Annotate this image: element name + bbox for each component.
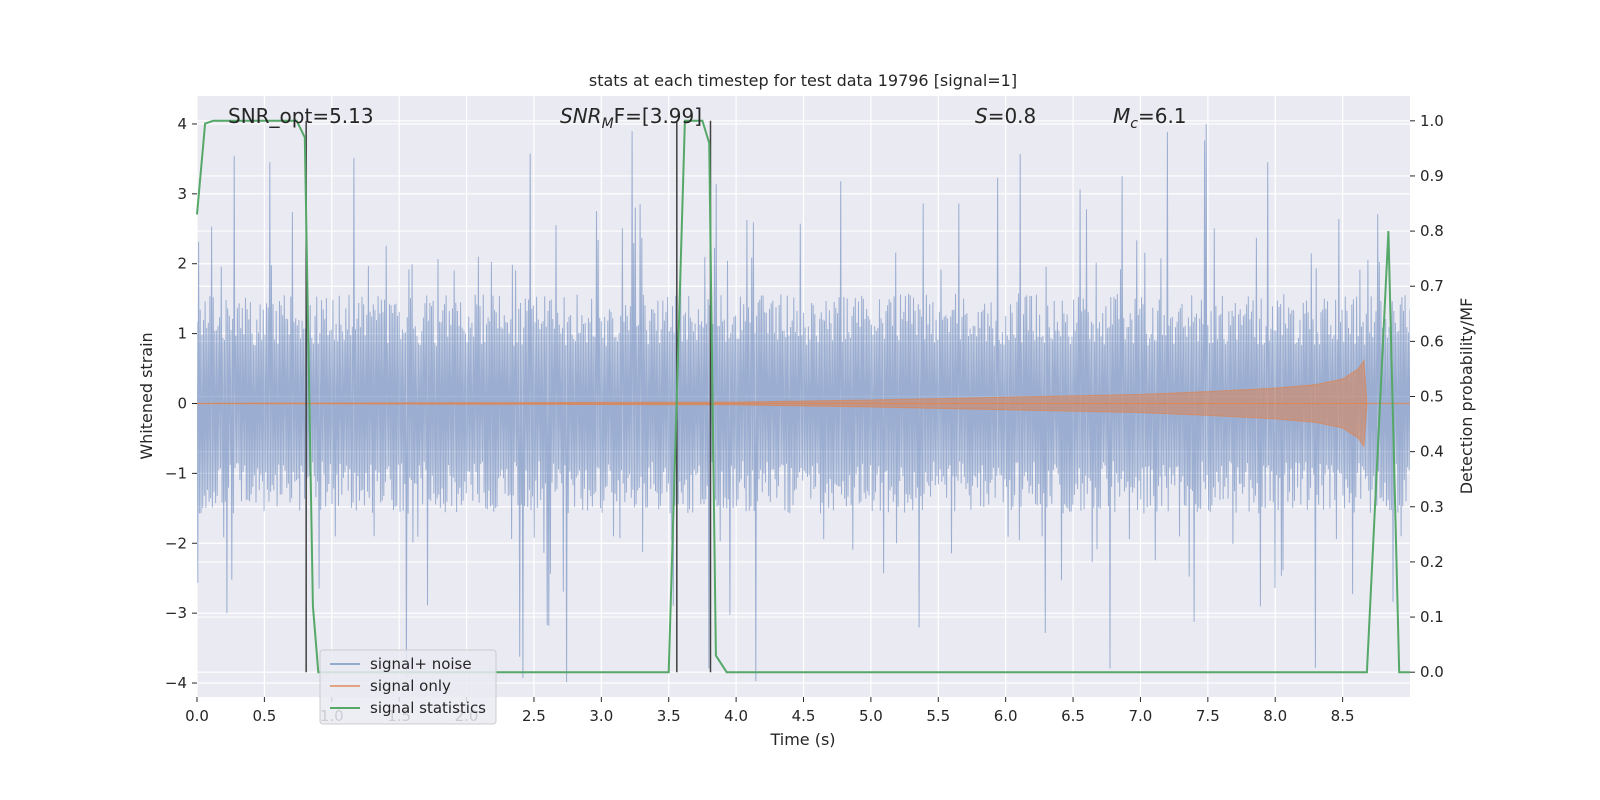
x-tick-label-10: 5.0	[859, 707, 883, 725]
y2-tick-label-7: 0.7	[1420, 277, 1444, 295]
y2-tick-label-0: 0.0	[1420, 663, 1444, 681]
x-tick-label-0: 0.0	[185, 707, 209, 725]
y-tick-label-8: 4	[177, 115, 187, 133]
signal-statistics-series	[196, 119, 1410, 674]
snr-mf-annotation: SNRMF=[3.99]	[560, 104, 702, 132]
signal-statistics-line	[196, 119, 1410, 674]
x-tick-label-9: 4.5	[792, 707, 816, 725]
chart-title: stats at each timestep for test data 197…	[589, 71, 1017, 90]
y2-tick-label-6: 0.6	[1420, 332, 1444, 350]
x-tick-label-12: 6.0	[994, 707, 1018, 725]
y2-tick-label-8: 0.8	[1420, 222, 1444, 240]
y2-tick-label-4: 0.4	[1420, 443, 1444, 461]
y-tick-label-4: 0	[177, 394, 187, 412]
legend-label-signal-noise: signal+ noise	[370, 655, 472, 673]
x-tick-label-11: 5.5	[926, 707, 950, 725]
y2-tick-label-2: 0.2	[1420, 553, 1444, 571]
signal-noise-series	[197, 124, 1410, 683]
x-tick-label-17: 8.5	[1331, 707, 1355, 725]
snr-opt-annotation: SNR_opt=5.13	[228, 104, 374, 128]
s-annotation: S=0.8	[975, 104, 1036, 128]
legend: signal+ noise signal only signal statist…	[319, 649, 497, 725]
signal-only-series	[197, 358, 1410, 449]
y-tick-label-0: −4	[165, 674, 187, 692]
signal-noise-line	[197, 124, 1410, 683]
y2-tick-label-1: 0.1	[1420, 608, 1444, 626]
y-tick-label-5: 1	[177, 325, 187, 343]
y2-axis-ticks: 0.0 0.1 0.2 0.3 0.4 0.5 0.6 0.7 0.8 0.9 1.0	[1410, 112, 1444, 681]
x-tick-label-7: 3.5	[657, 707, 681, 725]
x-tick-label-8: 4.0	[724, 707, 748, 725]
y2-axis-label: Detection probability/MF	[1457, 298, 1476, 495]
x-tick-label-14: 7.0	[1129, 707, 1153, 725]
y2-tick-label-5: 0.5	[1420, 388, 1444, 406]
legend-box	[319, 649, 497, 725]
x-tick-label-16: 8.0	[1263, 707, 1287, 725]
y-tick-label-6: 2	[177, 255, 187, 273]
y2-tick-label-9: 0.9	[1420, 167, 1444, 185]
x-tick-label-13: 6.5	[1061, 707, 1085, 725]
y-tick-label-3: −1	[165, 464, 187, 482]
y-tick-label-7: 3	[177, 185, 187, 203]
x-tick-label-5: 2.5	[522, 707, 546, 725]
y-axis-label: Whitened strain	[137, 332, 156, 459]
legend-label-signal-statistics: signal statistics	[370, 699, 486, 717]
x-tick-label-6: 3.0	[589, 707, 613, 725]
x-tick-label-15: 7.5	[1196, 707, 1220, 725]
y-axis-ticks: −4 −3 −2 −1 0 1 2 3 4	[165, 115, 197, 692]
y-tick-label-1: −3	[165, 604, 187, 622]
y2-tick-label-10: 1.0	[1420, 112, 1444, 130]
x-tick-label-1: 0.5	[252, 707, 276, 725]
legend-label-signal-only: signal only	[370, 677, 451, 695]
x-axis-label: Time (s)	[769, 730, 835, 749]
mc-annotation: Mc=6.1	[1113, 104, 1187, 132]
y-tick-label-2: −2	[165, 534, 187, 552]
y2-tick-label-3: 0.3	[1420, 498, 1444, 516]
